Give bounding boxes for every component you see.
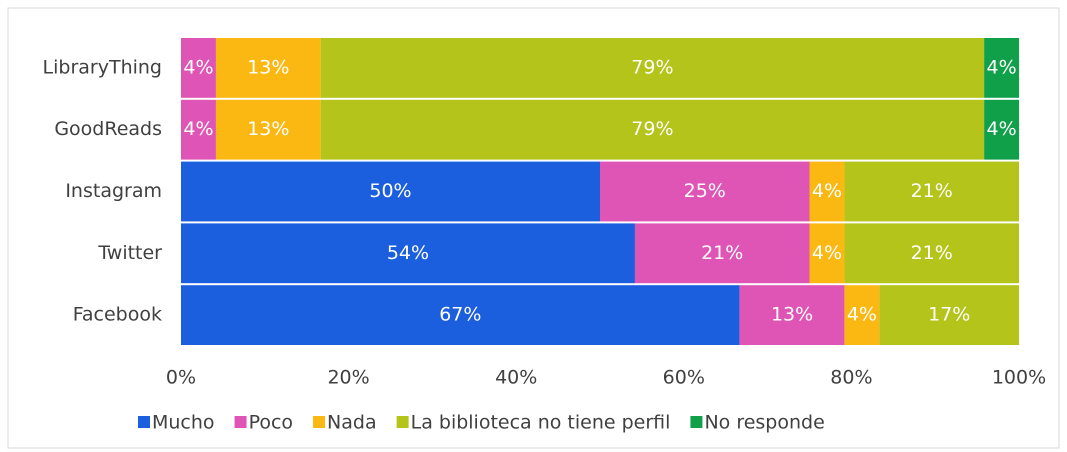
bar-segment [634, 223, 810, 284]
data-label: 25% [684, 180, 726, 202]
data-label: 4% [987, 56, 1017, 78]
data-label: 79% [631, 56, 673, 78]
bar-segment [181, 161, 600, 222]
data-label: 4% [812, 242, 842, 264]
data-label: 4% [183, 56, 213, 78]
bar-segment [984, 99, 1020, 160]
category-label: LibraryThing [43, 56, 162, 78]
x-tick-label: 20% [327, 367, 369, 389]
bar-segment [181, 285, 740, 345]
bar-segment [215, 38, 321, 98]
legend-swatch [313, 416, 326, 428]
data-label: 67% [439, 304, 481, 326]
legend-swatch [138, 416, 150, 428]
bar-segment [181, 38, 216, 98]
bar-segment [181, 223, 635, 284]
legend-label: La biblioteca no tiene perfil [411, 412, 671, 434]
data-label: 17% [928, 304, 970, 326]
bar-segment [809, 161, 845, 222]
data-label: 21% [911, 242, 953, 264]
category-label: Facebook [73, 304, 162, 326]
data-label: 13% [247, 56, 289, 78]
data-label: 21% [701, 242, 743, 264]
data-label: 13% [247, 118, 289, 140]
data-label: 79% [631, 118, 673, 140]
bar-segment [844, 161, 1019, 222]
x-tick-label: 0% [166, 367, 196, 389]
bar-segment [809, 223, 845, 284]
legend-swatch [396, 416, 409, 428]
bar-segment [320, 99, 985, 160]
data-label: 54% [387, 242, 429, 264]
bar-segment [320, 38, 985, 98]
data-label: 4% [847, 304, 877, 326]
x-tick-label: 60% [663, 367, 705, 389]
bar-segment [984, 38, 1020, 98]
legend-label: Nada [327, 412, 377, 434]
bar-segment [844, 223, 1019, 284]
x-tick-label: 80% [830, 367, 872, 389]
bar-segment [215, 99, 321, 160]
legend-label: Mucho [152, 412, 215, 434]
category-label: Twitter [97, 242, 162, 264]
data-label: 4% [812, 180, 842, 202]
category-label: GoodReads [54, 118, 162, 140]
data-label: 4% [183, 118, 213, 140]
legend-swatch [690, 416, 703, 428]
data-label: 21% [911, 180, 953, 202]
legend-label: Poco [249, 412, 293, 434]
category-label: Instagram [65, 180, 162, 202]
bar-segment [739, 285, 845, 345]
data-label: 50% [369, 180, 411, 202]
legend-label: No responde [704, 412, 824, 434]
bar-segment [844, 285, 880, 345]
bar-segment [181, 99, 216, 160]
x-tick-label: 40% [495, 367, 537, 389]
bar-segment [879, 285, 1020, 345]
data-label: 13% [771, 304, 813, 326]
x-tick-label: 100% [992, 367, 1046, 389]
data-label: 4% [987, 118, 1017, 140]
bar-segment [600, 161, 810, 222]
legend-swatch [234, 416, 247, 428]
